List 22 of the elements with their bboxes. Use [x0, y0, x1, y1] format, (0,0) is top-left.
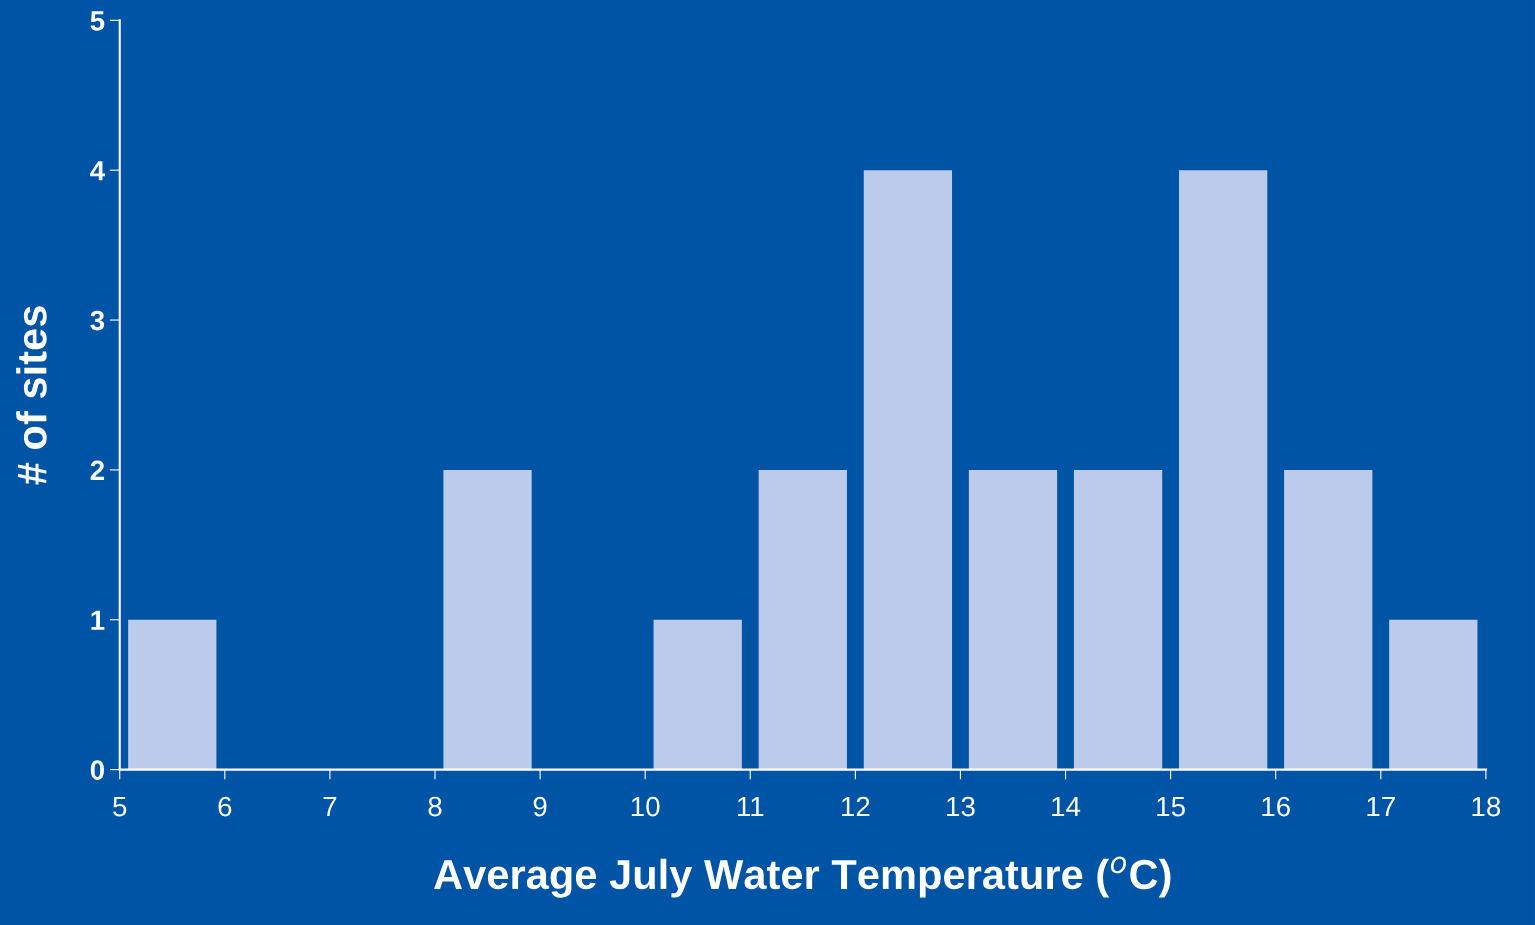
y-tick-label: 3 [90, 310, 105, 331]
x-tick-label: 18 [1472, 796, 1501, 817]
x-tick-label: 8 [428, 796, 442, 817]
y-tick-label: 0 [90, 760, 105, 780]
x-tick-label: 9 [533, 796, 547, 817]
x-tick-label: 5 [113, 797, 127, 817]
x-axis-title: Average July Water Temperature ($^{o}$C) [434, 856, 1171, 898]
x-tick-label: 11 [737, 797, 764, 817]
x-tick-label: 14 [1052, 797, 1081, 817]
y-tick-label: 5 [90, 11, 105, 31]
x-tick-label: 7 [323, 797, 337, 817]
y-tick-label: 1 [91, 610, 105, 630]
x-tick-label: 16 [1262, 796, 1290, 817]
x-tick-label: 10 [631, 796, 660, 817]
x-tick-label: 12 [842, 796, 870, 817]
y-tick-label: 2 [90, 460, 105, 480]
x-tick-label: 6 [218, 796, 232, 817]
x-tick-label: 15 [1157, 797, 1185, 817]
y-axis-title: # of sites [16, 306, 47, 485]
x-tick-label: 17 [1367, 797, 1395, 817]
x-tick-label: 13 [947, 796, 975, 817]
y-tick-label: 4 [90, 161, 105, 181]
